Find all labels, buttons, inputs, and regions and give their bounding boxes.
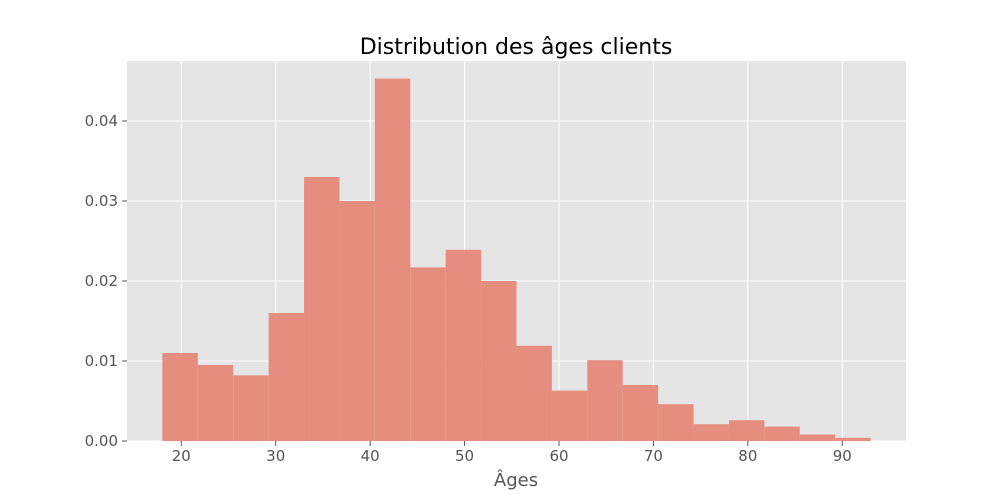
x-tick-label: 60 [549, 447, 568, 465]
histogram-bar [587, 360, 623, 441]
histogram-bar [162, 353, 198, 441]
x-tick-label: 50 [455, 447, 474, 465]
histogram-bar [693, 424, 729, 441]
x-tick-label: 70 [644, 447, 663, 465]
histogram-bar [339, 201, 375, 441]
y-axis: 0.00 0.01 0.02 0.03 0.04 [85, 112, 127, 450]
histogram-bar [197, 365, 234, 441]
y-tick-label: 0.03 [85, 192, 118, 210]
y-tick-label: 0.00 [85, 432, 118, 450]
x-tick-label: 80 [738, 447, 757, 465]
x-axis-label: Âges [494, 469, 538, 491]
histogram-bar [622, 385, 659, 441]
histogram-bar [551, 390, 588, 441]
histogram-bars [162, 78, 871, 441]
histogram-bar [658, 404, 694, 441]
y-tick-label: 0.01 [85, 352, 118, 370]
histogram-bar [764, 426, 800, 441]
y-tick-label: 0.02 [85, 272, 118, 290]
x-tick-label: 30 [266, 447, 285, 465]
histogram-bar [268, 313, 305, 441]
histogram-bar [374, 78, 411, 441]
histogram-bar [481, 281, 517, 441]
x-tick-label: 40 [361, 447, 380, 465]
histogram-bar [728, 420, 765, 441]
histogram-bar [410, 267, 446, 441]
histogram-bar [233, 375, 269, 441]
histogram-bar [799, 434, 836, 441]
chart-title: Distribution des âges clients [360, 35, 673, 60]
histogram-bar [835, 437, 871, 441]
x-tick-label: 90 [833, 447, 852, 465]
histogram-bar [516, 345, 552, 441]
x-axis: 20 30 40 50 60 70 80 90 [172, 441, 852, 465]
x-tick-label: 20 [172, 447, 191, 465]
histogram-bar [445, 249, 482, 441]
y-tick-label: 0.04 [85, 112, 118, 130]
histogram-bar [304, 177, 340, 441]
